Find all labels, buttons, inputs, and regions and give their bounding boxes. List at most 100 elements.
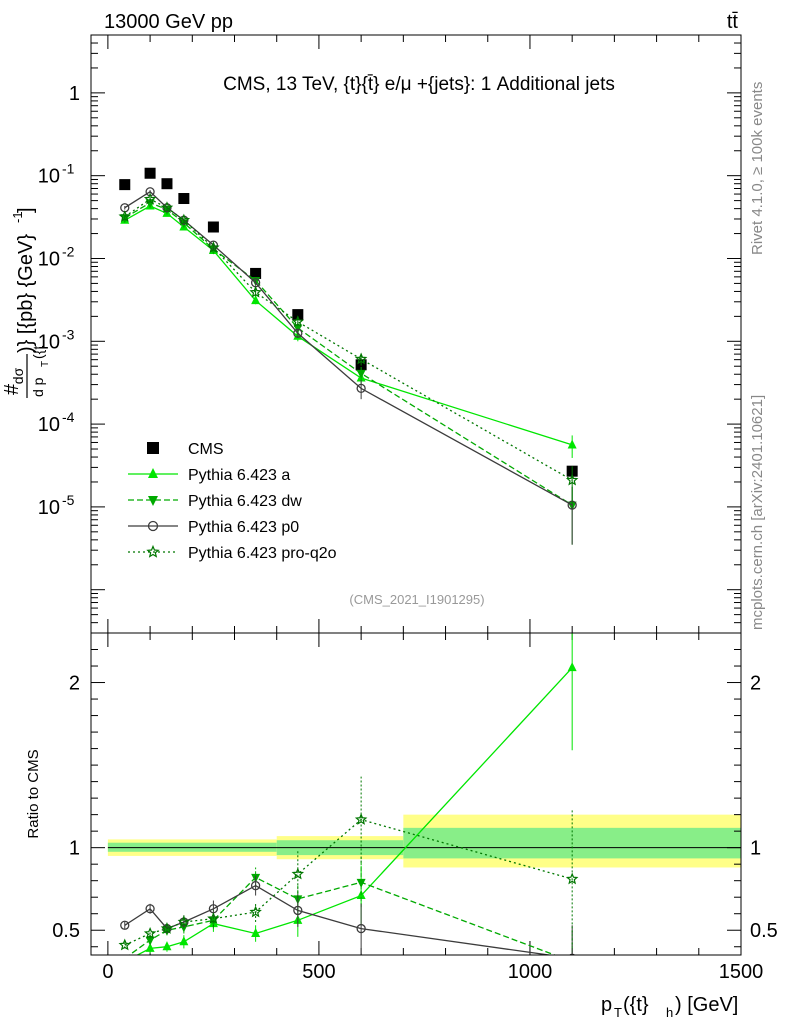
ratio-point <box>120 954 130 955</box>
main-point <box>119 179 131 191</box>
legend-label: Pythia 6.423 p0 <box>188 519 299 536</box>
legend-label: CMS <box>188 441 224 458</box>
ratio-xtick-label: 1500 <box>719 961 764 983</box>
ratio-xtick-label: 500 <box>302 961 335 983</box>
ylabel-denominator-sub: T <box>40 361 51 367</box>
main-point <box>293 328 303 338</box>
main-point <box>354 352 368 365</box>
analysis-watermark: (CMS_2021_I1901295) <box>349 592 484 607</box>
ratio-panel: 0 500 1000 1500 0.5 0.5 1 1 2 2 Ratio to CMS p T … <box>25 632 778 1020</box>
main-point <box>143 192 157 205</box>
ylabel-units: )} [{pb} {GeV} <box>15 234 37 353</box>
ratio-ylabel: Ratio to CMS <box>25 749 42 838</box>
ratio-point <box>177 915 191 928</box>
main-ytick-label: 10 <box>38 331 60 353</box>
ratio-frame <box>90 632 742 956</box>
ratio-point <box>118 938 132 951</box>
main-point <box>251 295 261 305</box>
ratio-point <box>356 923 366 934</box>
legend-entry: Pythia 6.423 dw <box>128 493 302 510</box>
ratio-point <box>160 922 174 934</box>
main-point <box>356 369 366 379</box>
main-ytick-label: 1 <box>69 83 80 105</box>
ratio-ytick-label-right: 2 <box>750 673 761 695</box>
rivet-side-label: Rivet 4.1.0, ≥ 100k events <box>749 82 766 255</box>
ratio-point <box>162 941 172 951</box>
legend-entry: CMS <box>147 441 224 458</box>
main-point <box>144 167 156 179</box>
main-frame <box>90 34 742 634</box>
main-ytick-label: 10 <box>38 414 60 436</box>
main-ytick-label-exp: -3 <box>62 326 75 342</box>
main-point <box>161 178 173 190</box>
main-point <box>249 285 262 298</box>
main-ytick-label-exp: -1 <box>62 161 75 177</box>
ylabel-numerator: dσ <box>10 367 26 384</box>
main-point <box>178 193 190 205</box>
main-series-line <box>124 202 573 506</box>
ratio-series-line <box>128 876 557 955</box>
main-ytick-label-exp: -2 <box>62 243 75 259</box>
ratio-series-pythia-6-423-a <box>120 633 577 965</box>
legend: CMS Pythia 6.423 a Pythia 6.423 dw Pythia 6… <box>128 441 337 562</box>
xlabel-end: ) [GeV] <box>675 994 738 1016</box>
ratio-xtick-label: 1000 <box>508 961 553 983</box>
xlabel-mid: ({t} <box>623 994 649 1016</box>
ratio-point <box>179 936 189 946</box>
main-point <box>207 241 220 254</box>
main-series-pythia-6-423-a <box>120 200 577 458</box>
ratio-ytick-label-right: 1 <box>750 838 761 860</box>
main-series-cms <box>119 167 578 477</box>
main-point <box>160 201 174 214</box>
xlabel-T: T <box>614 1005 622 1020</box>
main-ytick-label-exp: -4 <box>62 409 75 425</box>
ylabel-denominator: d p <box>30 377 46 397</box>
main-point <box>356 383 366 394</box>
main-series-pythia-6-423-p0 <box>120 187 577 545</box>
main-series-line <box>124 190 573 506</box>
main-point <box>565 473 579 486</box>
xlabel-h: h <box>666 1005 673 1020</box>
ratio-point <box>293 905 303 916</box>
main-point <box>118 210 132 222</box>
energy-label: 13000 GeV pp <box>104 11 233 33</box>
legend-marker <box>148 496 158 506</box>
ratio-point <box>251 928 261 938</box>
legend-marker <box>146 544 160 558</box>
ratio-point <box>145 942 155 952</box>
ratio-xlabel: p T ({t} h ) [GeV] <box>601 994 738 1020</box>
ratio-point <box>207 912 220 924</box>
main-ylabel: # dσ d p T ({t )} [{pb} {GeV} -1 ] <box>1 207 51 398</box>
legend-marker <box>148 468 158 478</box>
ratio-point <box>120 956 129 965</box>
legend-entry: Pythia 6.423 a <box>128 467 290 484</box>
ratio-point <box>356 878 366 888</box>
ratio-point <box>250 880 261 891</box>
ratio-point <box>354 813 368 825</box>
legend-marker <box>147 520 159 532</box>
main-point <box>292 309 304 321</box>
ratio-point <box>567 662 577 672</box>
ratio-point <box>568 953 576 955</box>
main-ytick-label-exp: -5 <box>62 492 75 508</box>
ratio-ytick-label: 1 <box>69 838 80 860</box>
main-ytick-label: 10 <box>38 166 60 188</box>
ylabel-units-exp: -1 <box>10 211 25 223</box>
ratio-ytick-label: 2 <box>69 673 80 695</box>
main-point <box>250 267 262 279</box>
legend-marker <box>147 442 159 454</box>
ratio-point <box>120 920 130 930</box>
main-point <box>567 439 577 449</box>
ratio-point <box>568 958 577 967</box>
main-series-pythia-6-423-pro-q2o <box>118 192 579 504</box>
main-panel: 110-110-210-310-410-5 CMS, 13 TeV, {t}{t… <box>1 34 742 634</box>
ratio-point <box>145 936 155 946</box>
main-series-line <box>124 198 573 481</box>
main-point <box>207 221 219 233</box>
ratio-xtick-label: 0 <box>102 961 113 983</box>
main-ytick-label: 10 <box>38 248 60 270</box>
legend-label: Pythia 6.423 a <box>188 467 290 484</box>
ratio-point <box>291 867 305 880</box>
site-side-label: mcplots.cern.ch [arXiv:2401.10621] <box>749 395 766 630</box>
ylabel-units-end: ] <box>15 207 37 213</box>
